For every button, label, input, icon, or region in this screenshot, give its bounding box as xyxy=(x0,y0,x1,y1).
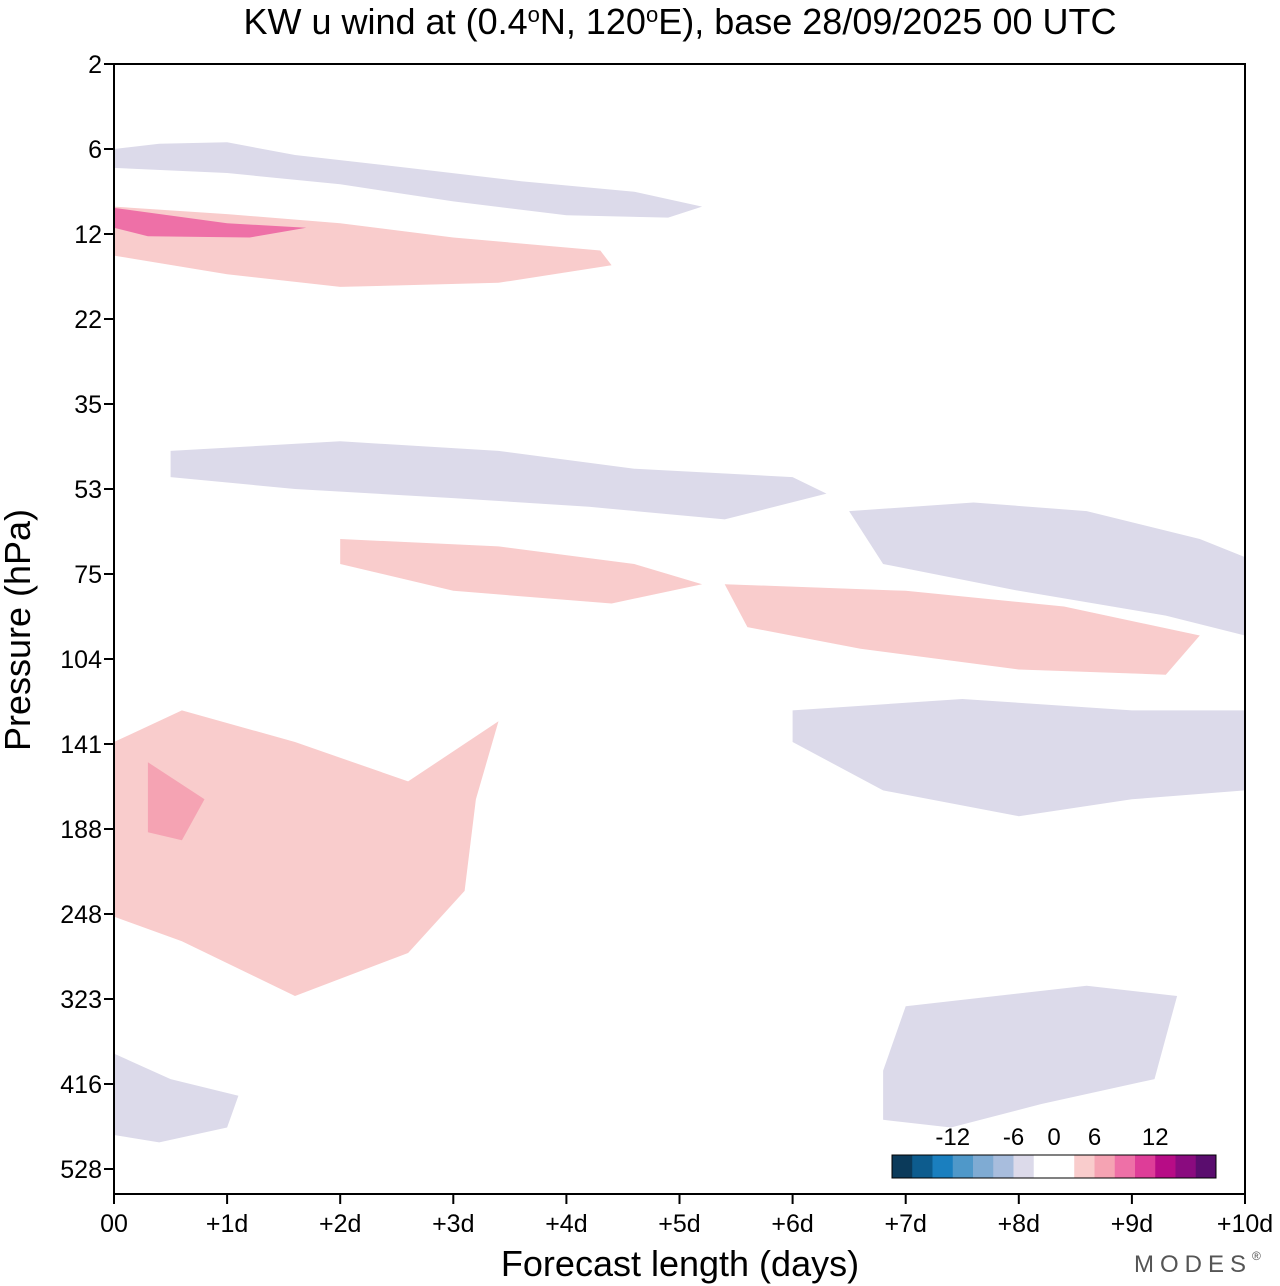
y-tick-label: 2 xyxy=(88,51,102,79)
x-tick-label: +5d xyxy=(658,1210,700,1238)
contour-region-11 xyxy=(883,985,1178,1128)
colorbar-swatch xyxy=(952,1155,974,1178)
colorbar-swatch xyxy=(1033,1155,1055,1178)
contour-region-6 xyxy=(724,584,1200,675)
x-tick-label: +9d xyxy=(1111,1210,1153,1238)
x-axis-title: Forecast length (days) xyxy=(501,1243,859,1284)
y-tick-label: 188 xyxy=(60,816,102,844)
contour-region-1 xyxy=(114,142,703,218)
x-tick-label: 00 xyxy=(100,1210,128,1238)
colorbar-tick-label: 12 xyxy=(1142,1124,1169,1151)
colorbar-swatch xyxy=(1074,1155,1095,1178)
colorbar-swatch xyxy=(1054,1155,1075,1178)
x-tick-label: +6d xyxy=(771,1210,813,1238)
x-axis: 00 +1d +2d +3d +4d +5d +6d +7d +8d +9d +10d xyxy=(100,1194,1273,1238)
y-tick-label: 416 xyxy=(60,1071,102,1099)
y-tick-label: 22 xyxy=(74,306,102,334)
y-axis-title: Pressure (hPa) xyxy=(0,509,38,751)
x-tick-label: +1d xyxy=(206,1210,248,1238)
contour-region-3 xyxy=(114,207,307,238)
colorbar-tick-label: -12 xyxy=(935,1124,970,1151)
degree-superscript: o xyxy=(646,2,658,27)
x-tick-label: +2d xyxy=(319,1210,361,1238)
colorbar-swatch xyxy=(1013,1155,1035,1178)
colorbar-frame xyxy=(891,1154,1217,1179)
contour-region-8 xyxy=(114,710,499,996)
contour-region-12 xyxy=(114,1053,239,1143)
colorbar-swatch xyxy=(932,1155,954,1178)
colorbar-tick-label: -6 xyxy=(1003,1124,1024,1151)
contour-region-7 xyxy=(849,502,1245,636)
colorbar-swatch xyxy=(1175,1155,1197,1178)
x-tick-label: +10d xyxy=(1217,1210,1273,1238)
contour-region-5 xyxy=(340,539,703,604)
contour-region-9 xyxy=(147,762,205,841)
colorbar-swatch xyxy=(1135,1155,1156,1178)
y-tick-label: 6 xyxy=(88,136,102,164)
colorbar-tick-label: 0 xyxy=(1047,1124,1060,1151)
colorbar-swatch xyxy=(1114,1155,1136,1178)
y-tick-label: 75 xyxy=(74,561,102,589)
colorbar: -12 -6 0 6 12 xyxy=(891,1124,1217,1179)
contour-fill-layer xyxy=(114,142,1245,1143)
x-tick-label: +7d xyxy=(884,1210,926,1238)
colorbar-tick-label: 6 xyxy=(1088,1124,1101,1151)
colorbar-swatch xyxy=(1155,1155,1176,1178)
y-tick-label: 248 xyxy=(60,901,102,929)
y-axis: 2 6 12 22 35 53 75 104 141 188 248 323 416 528 xyxy=(60,51,114,1184)
contour-region-4 xyxy=(170,441,827,520)
colorbar-swatch xyxy=(993,1155,1014,1178)
contour-region-10 xyxy=(792,699,1245,817)
colorbar-swatch xyxy=(973,1155,994,1178)
x-tick-label: +8d xyxy=(998,1210,1040,1238)
colorbar-swatch xyxy=(912,1155,933,1178)
y-tick-label: 323 xyxy=(60,986,102,1014)
y-tick-label: 528 xyxy=(60,1156,102,1184)
colorbar-swatch xyxy=(892,1155,913,1178)
y-tick-label: 53 xyxy=(74,476,102,504)
y-tick-label: 104 xyxy=(60,646,102,674)
y-tick-label: 35 xyxy=(74,391,102,419)
chart-title: KW u wind at (0.4oN, 120oE), base 28/09/… xyxy=(244,1,1117,42)
colorbar-swatch xyxy=(1094,1155,1116,1178)
y-tick-label: 12 xyxy=(74,221,102,249)
x-tick-label: +3d xyxy=(432,1210,474,1238)
degree-superscript: o xyxy=(528,2,540,27)
y-tick-label: 141 xyxy=(60,731,102,759)
x-tick-label: +4d xyxy=(545,1210,587,1238)
modes-logo: MODES® xyxy=(1134,1249,1267,1278)
colorbar-swatch xyxy=(1195,1155,1217,1178)
